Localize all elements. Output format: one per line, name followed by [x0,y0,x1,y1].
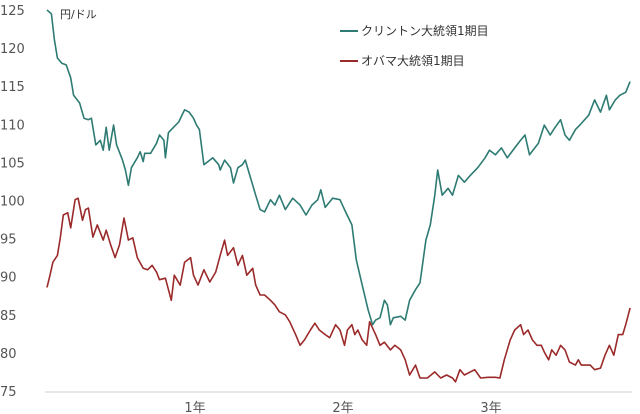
legend: クリントン大統領1期目 オバマ大統領1期目 [340,23,489,68]
y-tick-label: 125 [0,4,25,19]
unit-label: 円/ドル [60,8,97,21]
y-tick-label: 75 [0,385,17,400]
y-tick-label: 100 [0,195,25,210]
series-line-1 [46,197,631,383]
y-tick-label: 85 [0,309,17,324]
y-tick-label: 80 [0,347,17,362]
y-tick-label: 90 [0,271,17,286]
y-tick-label: 115 [0,80,25,95]
x-tick-label: 2年 [332,401,353,414]
series-lines [46,9,631,383]
legend-item-obama: オバマ大統領1期目 [340,53,465,68]
x-tick-label: 1年 [184,401,205,414]
y-axis-ticks: 75 80 85 90 95 100 105 110 115 120 125 [0,4,25,400]
x-tick-label: 3年 [480,401,501,414]
legend-label-clinton: クリントン大統領1期目 [361,23,489,38]
x-axis-ticks: 1年 2年 3年 [184,401,501,414]
legend-label-obama: オバマ大統領1期目 [361,53,465,68]
series-line-0 [46,9,631,326]
y-tick-label: 105 [0,156,25,171]
y-tick-label: 110 [0,118,25,133]
y-tick-label: 95 [0,233,17,248]
y-tick-label: 120 [0,42,25,57]
legend-item-clinton: クリントン大統領1期目 [340,23,489,38]
